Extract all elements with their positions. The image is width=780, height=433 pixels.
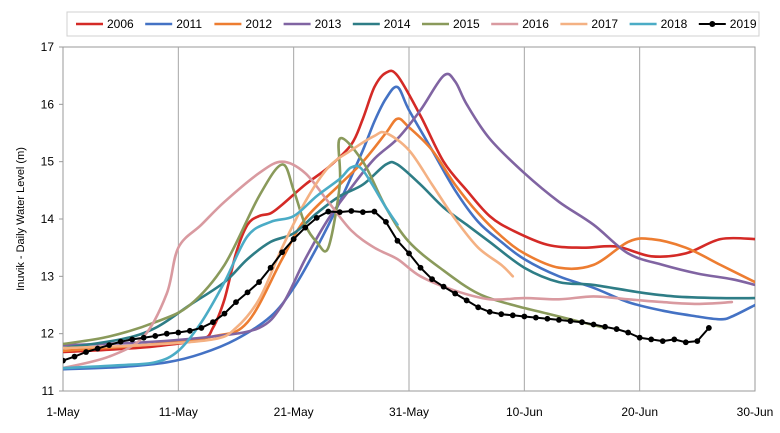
x-tick-label: 30-Jun (737, 405, 774, 419)
y-tick-label: 15 (41, 155, 55, 169)
data-point-2019 (371, 208, 378, 215)
data-point-2019 (267, 264, 274, 271)
legend-label-2019: 2019 (730, 17, 757, 31)
legend-label-2011: 2011 (176, 17, 202, 31)
data-point-2019 (532, 314, 539, 321)
y-tick-label: 13 (41, 269, 55, 283)
y-tick-label: 12 (41, 327, 55, 341)
data-point-2019 (348, 208, 355, 214)
data-point-2019 (659, 338, 666, 345)
data-point-2019 (302, 224, 309, 231)
data-point-2019 (648, 336, 655, 343)
data-point-2019 (579, 319, 585, 326)
data-point-2019 (705, 325, 712, 331)
y-tick-label: 11 (42, 384, 55, 398)
legend-label-2013: 2013 (315, 17, 342, 31)
data-point-2019 (625, 329, 632, 336)
data-point-2019 (63, 357, 66, 364)
legend-label-2018: 2018 (661, 17, 688, 31)
data-point-2019 (521, 313, 528, 320)
x-tick-label: 21-May (274, 405, 314, 419)
data-point-2019 (94, 345, 101, 352)
x-tick-label: 10-Jun (506, 405, 543, 419)
data-point-2019 (313, 214, 320, 221)
data-point-2019 (463, 297, 470, 304)
data-point-2019 (475, 304, 482, 311)
legend-marker-2019 (709, 21, 716, 27)
y-tick-label: 17 (41, 40, 55, 54)
data-point-2019 (682, 339, 689, 346)
data-point-2019 (244, 289, 251, 296)
data-point-2019 (140, 334, 147, 341)
data-point-2019 (486, 308, 493, 315)
series-line-2011 (63, 85, 755, 371)
data-point-2019 (163, 330, 170, 337)
series-line-2006 (63, 69, 755, 354)
y-tick-label: 14 (41, 212, 55, 226)
data-point-2019 (498, 311, 505, 318)
series-line-2014 (63, 160, 755, 350)
data-point-2019 (417, 264, 424, 271)
data-point-2019 (509, 312, 516, 319)
x-tick-label: 1-May (46, 405, 79, 419)
data-point-2019 (129, 336, 136, 343)
data-point-2019 (671, 336, 678, 343)
data-point-2019 (256, 279, 262, 285)
series-line-2017 (63, 130, 515, 350)
data-point-2019 (556, 317, 562, 323)
legend-label-2016: 2016 (522, 17, 549, 31)
data-point-2019 (602, 323, 608, 330)
y-axis-label: Inuvik - Daily Water Level (m) (15, 147, 27, 291)
data-point-2019 (590, 321, 597, 328)
data-point-2019 (71, 353, 78, 360)
data-point-2019 (233, 299, 239, 306)
data-point-2019 (406, 250, 412, 257)
data-point-2019 (186, 327, 193, 334)
data-point-2019 (636, 334, 643, 341)
series-line-2012 (63, 117, 755, 353)
y-tick-label: 16 (41, 97, 55, 111)
legend-label-2006: 2006 (107, 17, 134, 31)
data-point-2019 (198, 325, 205, 331)
x-tick-label: 20-Jun (621, 405, 658, 419)
data-point-2019 (106, 342, 113, 349)
data-point-2019 (694, 338, 701, 345)
data-point-2019 (383, 218, 389, 225)
data-point-2019 (440, 283, 447, 290)
series-line-2016 (63, 160, 734, 370)
data-point-2019 (394, 237, 401, 244)
legend-label-2015: 2015 (453, 17, 480, 31)
x-tick-label: 11-May (159, 405, 198, 419)
data-point-2019 (290, 236, 297, 242)
legend-label-2012: 2012 (245, 17, 272, 31)
data-point-2019 (336, 209, 343, 216)
data-point-2019 (117, 338, 124, 345)
series-line-2018 (63, 164, 399, 370)
series-group (63, 69, 755, 371)
legend-label-2017: 2017 (591, 17, 618, 31)
data-point-2019 (175, 329, 182, 336)
data-point-2019 (452, 290, 459, 297)
data-point-2019 (429, 276, 435, 283)
data-point-2019 (83, 349, 89, 355)
series-line-2013 (63, 72, 755, 347)
data-point-2019 (152, 333, 159, 339)
data-point-2019 (613, 326, 620, 332)
legend-label-2014: 2014 (384, 17, 411, 31)
data-point-2019 (210, 319, 216, 326)
data-point-2019 (221, 310, 228, 317)
data-point-2019 (544, 315, 551, 322)
x-tick-label: 31-May (389, 405, 429, 419)
data-point-2019 (325, 208, 332, 215)
data-point-2019 (567, 318, 574, 324)
data-point-2019 (359, 209, 366, 216)
data-point-2019 (279, 249, 286, 256)
legend: 2006 2011 2012 2013 2014 2015 2016 2017 2018 2019 (66, 11, 760, 37)
